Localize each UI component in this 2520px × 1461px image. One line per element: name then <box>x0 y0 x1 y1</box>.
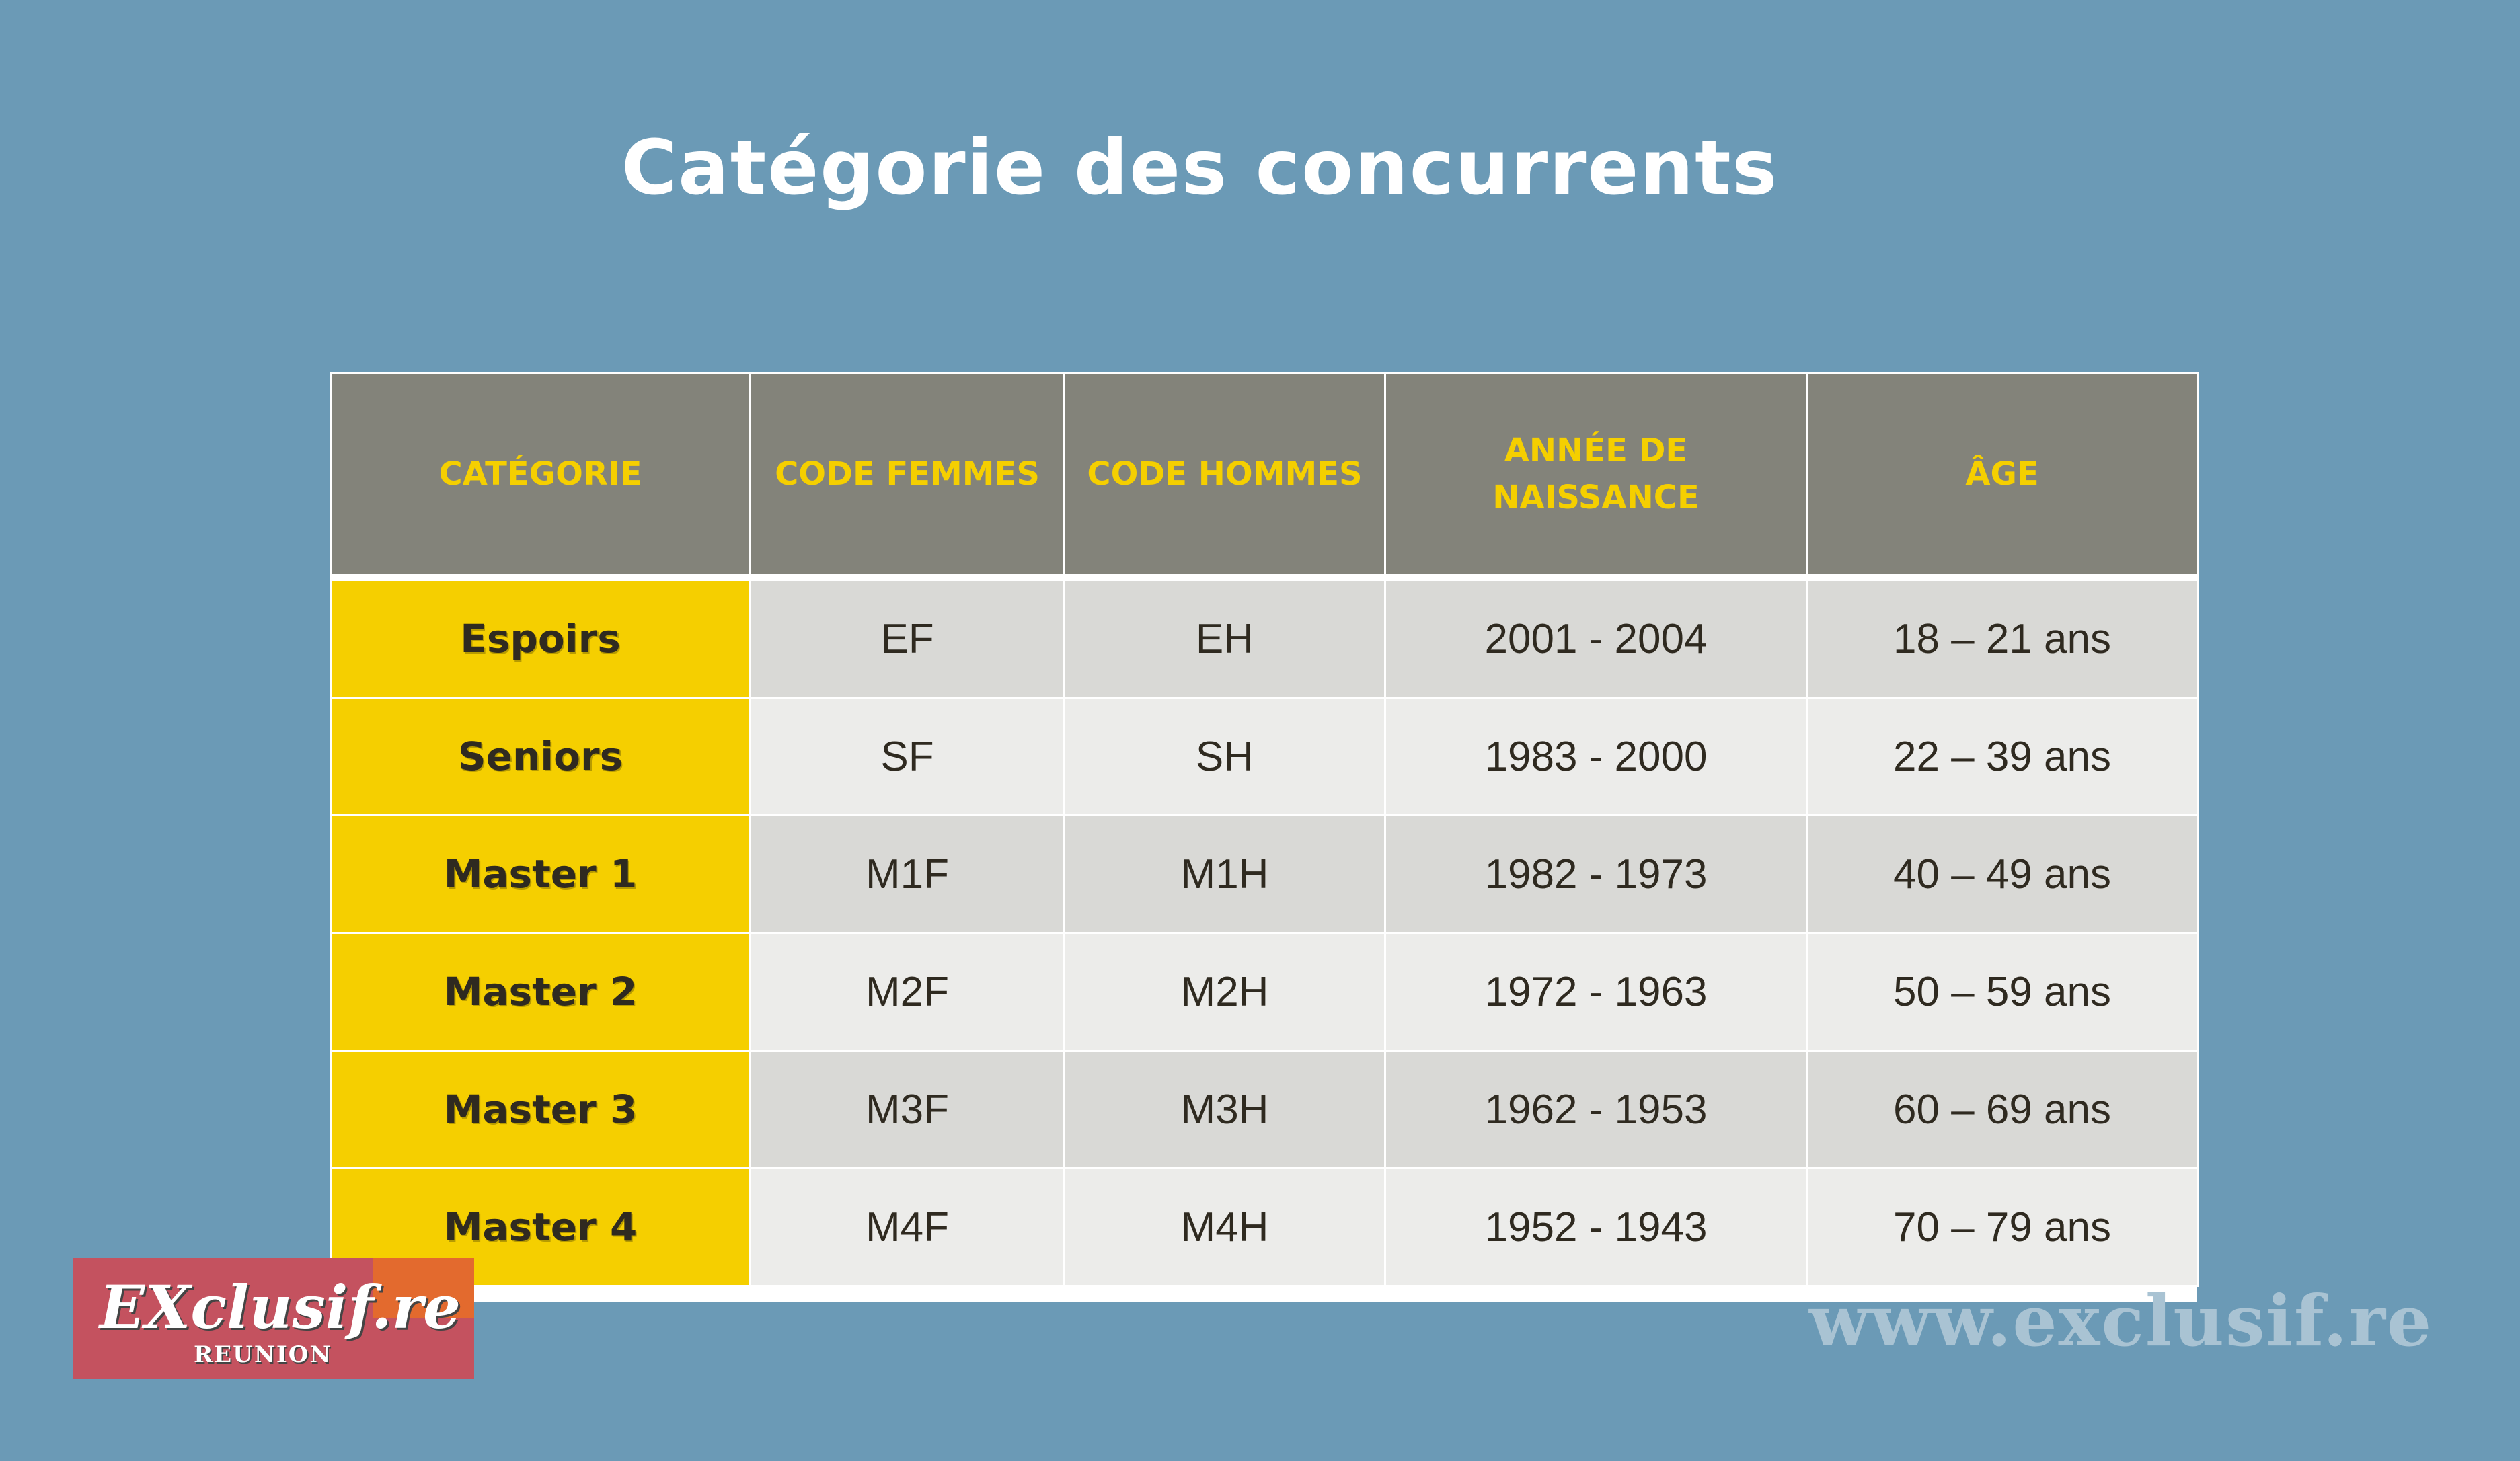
cell-code-men: EH <box>1063 576 1386 699</box>
cell-birth-years: 1983 - 2000 <box>1384 697 1808 816</box>
cell-code-women: M4F <box>749 1167 1065 1287</box>
cell-code-men: M3H <box>1063 1050 1386 1169</box>
cell-age: 60 – 69 ans <box>1806 1050 2199 1169</box>
table-row: Master 2 M2F M2H 1972 - 1963 50 – 59 ans <box>330 932 2199 1052</box>
table-row: Master 3 M3F M3H 1962 - 1953 60 – 69 ans <box>330 1050 2199 1169</box>
cell-code-men: M2H <box>1063 932 1386 1052</box>
cell-age: 22 – 39 ans <box>1806 697 2199 816</box>
cell-age: 18 – 21 ans <box>1806 576 2199 699</box>
categories-table-container: CATÉGORIE CODE FEMMES CODE HOMMES ANNÉE … <box>330 372 2199 1302</box>
cell-code-men: M4H <box>1063 1167 1386 1287</box>
cell-category: Master 3 <box>330 1050 751 1169</box>
cell-code-men: SH <box>1063 697 1386 816</box>
cell-code-men: M1H <box>1063 814 1386 934</box>
categories-table: CATÉGORIE CODE FEMMES CODE HOMMES ANNÉE … <box>330 372 2199 1287</box>
header-birth-year: ANNÉE DE NAISSANCE <box>1384 372 1808 581</box>
cell-code-women: EF <box>749 576 1065 699</box>
cell-birth-years: 1962 - 1953 <box>1384 1050 1808 1169</box>
logo-text: EXclusif.re <box>100 1272 461 1342</box>
cell-code-women: M3F <box>749 1050 1065 1169</box>
logo-accent-shape <box>373 1258 474 1318</box>
table-row: Master 1 M1F M1H 1982 - 1973 40 – 49 ans <box>330 814 2199 934</box>
logo-subtitle: REUNION <box>194 1341 332 1368</box>
cell-code-women: M1F <box>749 814 1065 934</box>
header-category: CATÉGORIE <box>330 372 751 581</box>
cell-birth-years: 1982 - 1973 <box>1384 814 1808 934</box>
header-code-men: CODE HOMMES <box>1063 372 1386 581</box>
cell-age: 50 – 59 ans <box>1806 932 2199 1052</box>
table-row: Espoirs EF EH 2001 - 2004 18 – 21 ans <box>330 576 2199 699</box>
header-age: ÂGE <box>1806 372 2199 581</box>
header-code-women: CODE FEMMES <box>749 372 1065 581</box>
cell-age: 70 – 79 ans <box>1806 1167 2199 1287</box>
exclusif-logo: EXclusif.re REUNION <box>73 1258 474 1379</box>
page-title: Catégorie des concurrents <box>621 124 1779 212</box>
table-row: Master 4 M4F M4H 1952 - 1943 70 – 79 ans <box>330 1167 2199 1287</box>
cell-birth-years: 1972 - 1963 <box>1384 932 1808 1052</box>
cell-age: 40 – 49 ans <box>1806 814 2199 934</box>
cell-birth-years: 2001 - 2004 <box>1384 576 1808 699</box>
site-watermark: www.exclusif.re <box>1809 1279 2433 1362</box>
table-header-row: CATÉGORIE CODE FEMMES CODE HOMMES ANNÉE … <box>330 372 2199 581</box>
cell-birth-years: 1952 - 1943 <box>1384 1167 1808 1287</box>
cell-category: Master 2 <box>330 932 751 1052</box>
cell-code-women: M2F <box>749 932 1065 1052</box>
cell-category: Master 1 <box>330 814 751 934</box>
cell-code-women: SF <box>749 697 1065 816</box>
table-row: Seniors SF SH 1983 - 2000 22 – 39 ans <box>330 697 2199 816</box>
cell-category: Seniors <box>330 697 751 816</box>
cell-category: Espoirs <box>330 576 751 699</box>
